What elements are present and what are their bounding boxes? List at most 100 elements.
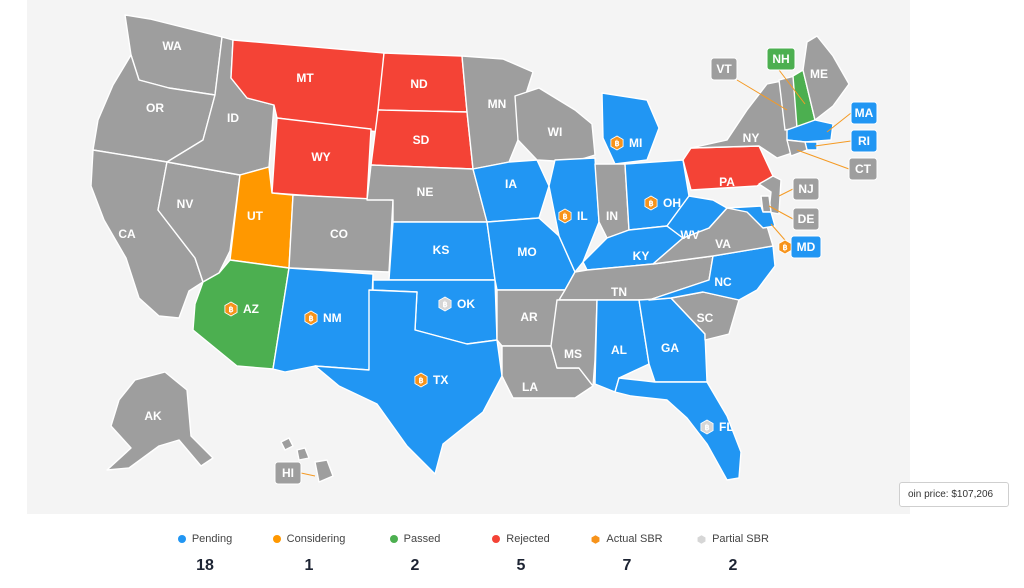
legend-count: 1 — [304, 557, 314, 574]
state-label-va: VA — [715, 237, 731, 251]
legend-item-passed[interactable]: Passed 2 — [350, 530, 480, 575]
state-label-nh: NH — [772, 52, 789, 66]
state-label-nm: NM — [323, 311, 342, 325]
state-label-mo: MO — [517, 245, 536, 259]
legend-item-pending[interactable]: Pending 18 — [140, 530, 270, 575]
legend-count: 2 — [410, 557, 420, 574]
state-label-wv: WV — [680, 228, 699, 242]
callout-ri[interactable]: RI — [850, 129, 878, 153]
legend-count: 18 — [196, 557, 214, 574]
callout-nh[interactable]: NH — [766, 47, 796, 71]
us-map: WA OR CA NV ID MT WY UT AZ ฿ CO NM ฿ ND SD NE KS OK ฿ TX ฿ MN… — [90, 14, 878, 485]
state-mi[interactable] — [601, 92, 660, 165]
bitcoin-actual-icon: ฿ — [304, 310, 318, 326]
state-label-ri: RI — [858, 134, 870, 148]
callout-hi[interactable]: HI — [274, 461, 302, 485]
state-label-tx: TX — [433, 373, 448, 387]
passed-dot-icon — [389, 535, 398, 543]
svg-text:฿: ฿ — [704, 423, 709, 432]
state-tx[interactable] — [314, 289, 503, 475]
state-label-il: IL — [577, 209, 588, 223]
state-label-in: IN — [606, 209, 618, 223]
bitcoin-actual-icon: ฿ — [224, 301, 238, 317]
state-label-mn: MN — [488, 97, 507, 111]
state-label-ne: NE — [417, 185, 434, 199]
legend-label: Rejected — [506, 533, 550, 545]
state-label-ca: CA — [118, 227, 136, 241]
state-label-ky: KY — [633, 249, 650, 263]
bitcoin-actual-icon: ฿ — [610, 135, 624, 151]
state-label-wi: WI — [548, 125, 563, 139]
state-label-ar: AR — [520, 310, 538, 324]
state-label-ut: UT — [247, 209, 264, 223]
callout-ct[interactable]: CT — [848, 157, 878, 181]
state-ak[interactable] — [106, 371, 214, 471]
state-nc[interactable] — [648, 245, 776, 301]
legend: Pending 18 Considering 1 Passed 2 Reject… — [0, 530, 1024, 588]
legend-label: Considering — [286, 533, 346, 545]
state-label-ct: CT — [855, 162, 872, 176]
state-label-az: AZ — [243, 302, 259, 316]
leader-line — [778, 69, 806, 105]
state-label-de: DE — [798, 212, 815, 226]
callout-de[interactable]: DE — [792, 207, 820, 231]
leader-line — [814, 140, 852, 147]
bitcoin-partial-icon: ฿ — [438, 296, 452, 312]
state-md[interactable] — [726, 205, 776, 229]
state-in[interactable] — [594, 163, 630, 239]
state-callouts: VT NH MA RI CT NJ DE ฿ MD HI — [274, 47, 878, 485]
state-label-hi: HI — [282, 466, 294, 480]
bitcoin-actual-icon: ฿ — [414, 372, 428, 388]
svg-text:฿: ฿ — [442, 300, 447, 309]
state-me[interactable] — [802, 35, 850, 121]
state-label-nj: NJ — [798, 182, 813, 196]
leader-line — [778, 188, 794, 197]
bitcoin-price-label: oin price: $107,206 — [908, 489, 994, 500]
state-fl[interactable] — [614, 377, 742, 481]
state-ct[interactable] — [786, 139, 808, 157]
rejected-dot-icon — [492, 535, 501, 543]
callout-ma[interactable]: MA — [850, 101, 878, 125]
state-label-ks: KS — [433, 243, 450, 257]
state-label-ga: GA — [661, 341, 679, 355]
bitcoin-price-tag: oin price: $107,206 — [899, 482, 1009, 507]
legend-item-rejected[interactable]: Rejected 5 — [456, 530, 586, 575]
state-label-pa: PA — [719, 175, 735, 189]
legend-count: 2 — [728, 557, 738, 574]
legend-item-partial-sbr[interactable]: Partial SBR 2 — [668, 530, 798, 575]
state-label-la: LA — [522, 380, 538, 394]
callout-nj[interactable]: NJ — [792, 177, 820, 201]
state-label-or: OR — [146, 101, 164, 115]
legend-item-actual-sbr[interactable]: Actual SBR 7 — [562, 530, 692, 575]
svg-text:฿: ฿ — [228, 305, 233, 314]
callout-md[interactable]: ฿ MD — [778, 235, 822, 259]
state-ia[interactable] — [472, 159, 550, 223]
considering-dot-icon — [272, 535, 281, 543]
state-label-id: ID — [227, 111, 239, 125]
leader-line — [300, 472, 316, 477]
state-label-nc: NC — [714, 275, 732, 289]
legend-item-considering[interactable]: Considering 1 — [244, 530, 374, 575]
leader-line — [736, 79, 788, 111]
state-label-me: ME — [810, 67, 828, 81]
svg-text:฿: ฿ — [562, 212, 567, 221]
leader-line — [796, 149, 850, 170]
bitcoin-partial-icon: ฿ — [700, 419, 714, 435]
legend-label: Partial SBR — [712, 533, 769, 545]
legend-label: Pending — [191, 533, 233, 545]
leader-line — [826, 112, 852, 133]
state-hi[interactable] — [280, 437, 334, 483]
legend-count: 5 — [516, 557, 526, 574]
svg-text:฿: ฿ — [614, 139, 619, 148]
bitcoin-actual-icon: ฿ — [644, 195, 658, 211]
state-label-mi: MI — [629, 136, 642, 150]
leader-line — [768, 205, 794, 220]
callout-vt[interactable]: VT — [710, 57, 738, 81]
state-label-wa: WA — [162, 39, 182, 53]
state-label-md: MD — [797, 240, 816, 254]
svg-text:฿: ฿ — [782, 243, 787, 252]
legend-label: Passed — [403, 533, 441, 545]
state-label-sc: SC — [697, 311, 714, 325]
state-wi[interactable] — [514, 87, 596, 163]
state-label-al: AL — [611, 343, 627, 357]
